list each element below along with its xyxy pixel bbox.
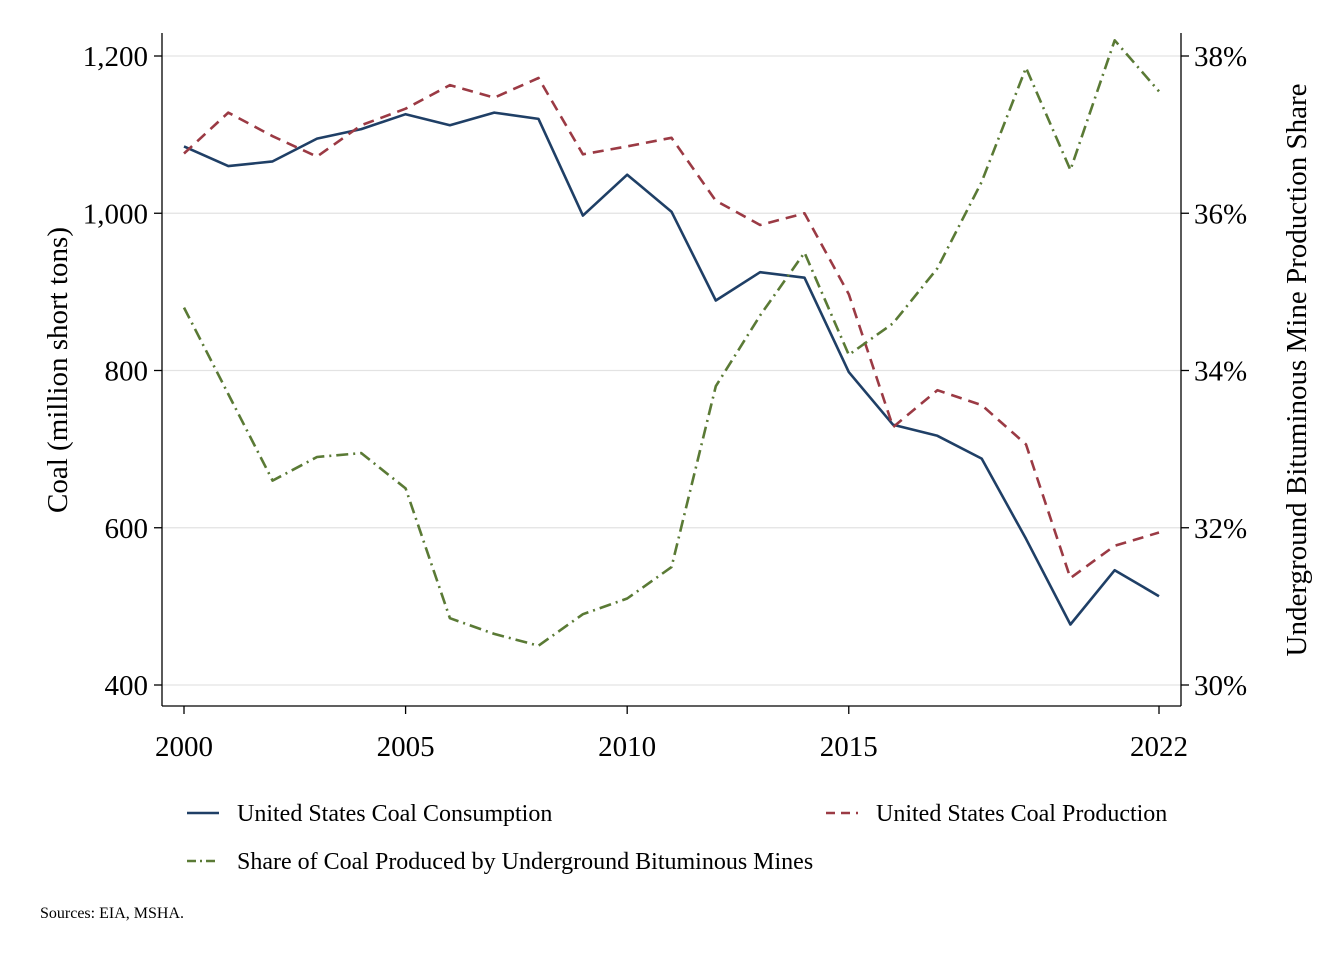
right-y-ticks: 30% 32% 34% 36% 38%: [1181, 41, 1247, 702]
axes: [161, 33, 1182, 707]
left-y-tick-label: 800: [105, 356, 149, 388]
series-line-1: [183, 111, 1160, 626]
right-y-tick-label: 30%: [1194, 670, 1247, 702]
left-y-tick-label: 600: [105, 513, 149, 545]
series-layer: [182, 38, 1160, 648]
right-y-tick-label: 34%: [1194, 356, 1247, 388]
left-y-tick-label: 1,000: [83, 198, 148, 230]
series-line-2: [183, 76, 1160, 580]
legend-label: Share of Coal Produced by Underground Bi…: [237, 849, 813, 875]
left-y-tick-label: 1,200: [83, 41, 148, 73]
x-ticks: 2000 2005 2010 2015 2022: [155, 706, 1188, 763]
x-tick-label: 2010: [598, 731, 656, 763]
legend-label: United States Coal Consumption: [237, 801, 552, 827]
right-y-tick-label: 32%: [1194, 513, 1247, 545]
x-tick-label: 2022: [1130, 731, 1188, 763]
y-axis-label-right: Underground Bituminous Mine Production S…: [1281, 84, 1313, 657]
x-tick-label: 2015: [820, 731, 878, 763]
y-axis-label-left: Coal (million short tons): [42, 227, 74, 513]
grid-lines: [162, 55, 1181, 686]
source-note: Sources: EIA, MSHA.: [40, 905, 184, 922]
x-tick-label: 2000: [155, 731, 213, 763]
right-y-tick-label: 36%: [1194, 198, 1247, 230]
right-y-tick-label: 38%: [1194, 41, 1247, 73]
legend: United States Coal Consumption United Sta…: [187, 801, 1167, 875]
series-line-3: [182, 38, 1160, 648]
left-y-ticks: 400 600 800 1,000 1,200: [83, 41, 162, 702]
x-tick-label: 2005: [377, 731, 435, 763]
left-y-tick-label: 400: [105, 670, 149, 702]
legend-label: United States Coal Production: [876, 801, 1167, 827]
